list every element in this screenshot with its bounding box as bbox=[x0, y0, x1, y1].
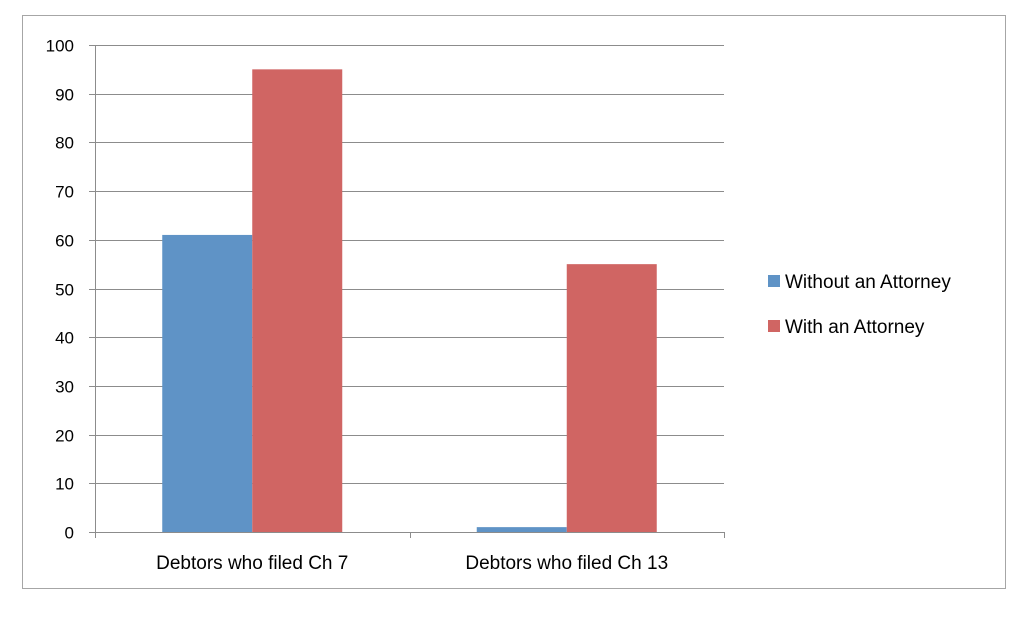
y-tick-label: 20 bbox=[55, 427, 74, 446]
legend-swatch bbox=[768, 275, 780, 287]
x-category-label: Debtors who filed Ch 13 bbox=[465, 553, 668, 574]
legend-swatch bbox=[768, 320, 780, 332]
y-tick-label: 50 bbox=[55, 281, 74, 300]
x-category-label: Debtors who filed Ch 7 bbox=[156, 553, 348, 574]
y-tick-label: 100 bbox=[46, 37, 74, 56]
bar-without-an-attorney bbox=[476, 527, 567, 532]
y-tick-label: 80 bbox=[55, 134, 74, 153]
legend-label: With an Attorney bbox=[785, 317, 925, 338]
bar-with-an-attorney bbox=[566, 264, 657, 532]
y-tick-label: 40 bbox=[55, 329, 74, 348]
y-tick-label: 60 bbox=[55, 232, 74, 251]
y-tick-label: 10 bbox=[55, 475, 74, 494]
y-tick-label: 70 bbox=[55, 183, 74, 202]
legend-label: Without an Attorney bbox=[785, 272, 951, 293]
bar-with-an-attorney bbox=[252, 69, 343, 532]
y-tick-label: 30 bbox=[55, 378, 74, 397]
bar-without-an-attorney bbox=[162, 234, 253, 532]
y-tick-label: 0 bbox=[65, 524, 74, 543]
y-tick-label: 90 bbox=[55, 86, 74, 105]
